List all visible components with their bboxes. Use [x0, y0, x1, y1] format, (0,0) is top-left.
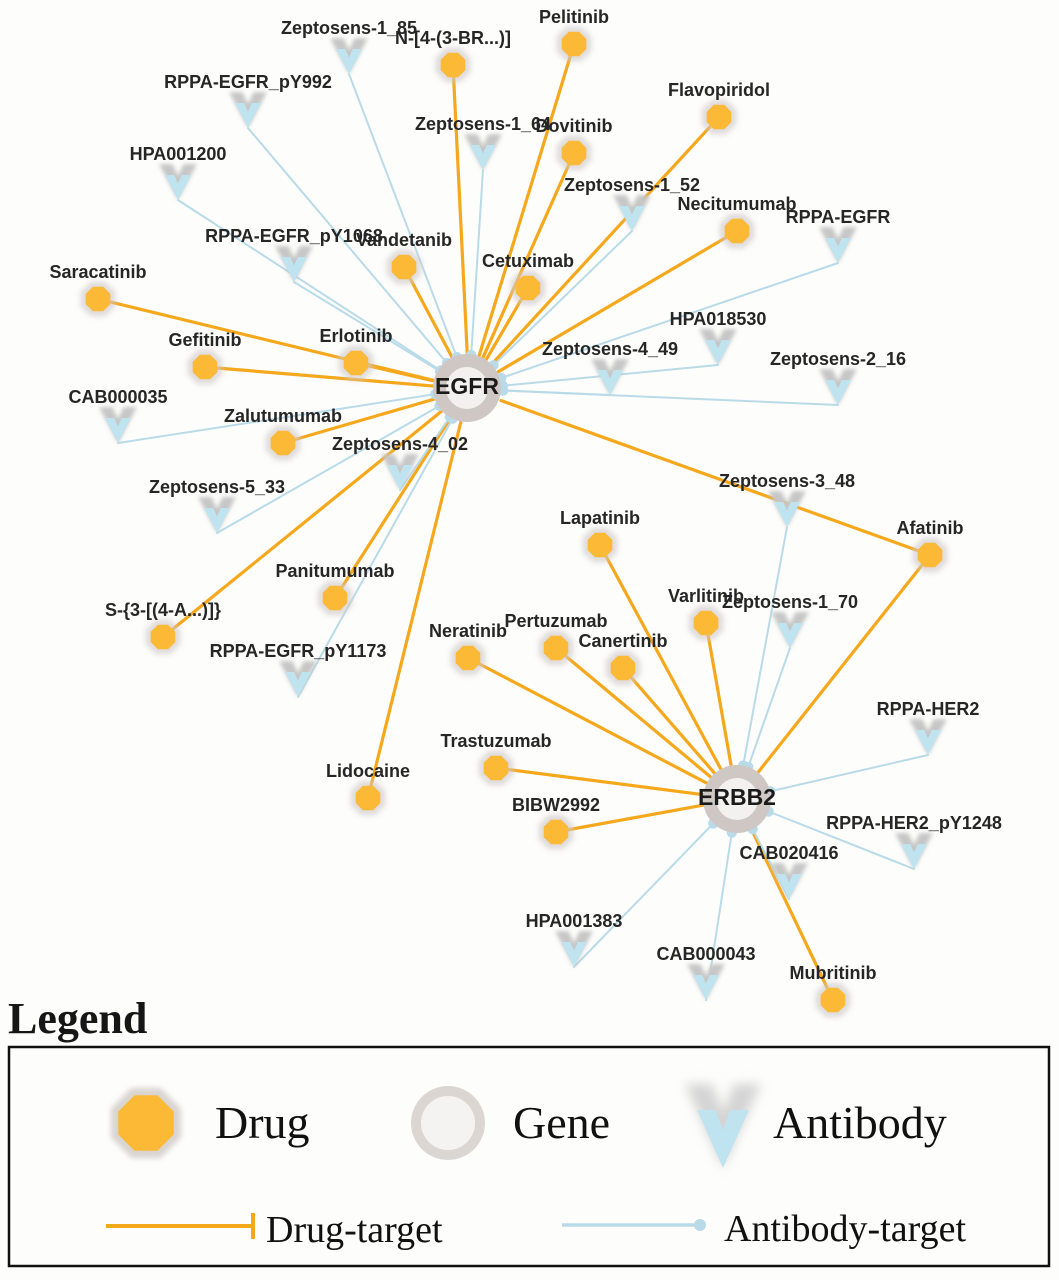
svg-text:CAB020416: CAB020416 — [739, 843, 838, 863]
svg-text:Necitumumab: Necitumumab — [677, 194, 796, 214]
svg-text:ERBB2: ERBB2 — [698, 784, 776, 810]
svg-text:CAB000035: CAB000035 — [68, 387, 167, 407]
svg-text:HPA001383: HPA001383 — [526, 911, 623, 931]
svg-text:Antibody: Antibody — [773, 1097, 947, 1148]
svg-text:Panitumumab: Panitumumab — [275, 561, 394, 581]
svg-text:Saracatinib: Saracatinib — [49, 262, 146, 282]
svg-text:Trastuzumab: Trastuzumab — [440, 731, 551, 751]
svg-text:RPPA-EGFR_pY1173: RPPA-EGFR_pY1173 — [210, 641, 387, 661]
svg-text:RPPA-EGFR_pY1068: RPPA-EGFR_pY1068 — [205, 226, 383, 246]
svg-text:Gene: Gene — [513, 1097, 610, 1148]
svg-text:Canertinib: Canertinib — [578, 631, 667, 651]
svg-text:Lapatinib: Lapatinib — [560, 508, 640, 528]
svg-text:Mubritinib: Mubritinib — [790, 963, 877, 983]
svg-text:Erlotinib: Erlotinib — [320, 326, 393, 346]
svg-text:Lidocaine: Lidocaine — [326, 761, 410, 781]
svg-text:Zeptosens-1_85: Zeptosens-1_85 — [281, 18, 417, 38]
svg-text:CAB000043: CAB000043 — [656, 944, 755, 964]
svg-text:RPPA-EGFR: RPPA-EGFR — [786, 207, 891, 227]
svg-text:Neratinib: Neratinib — [429, 621, 507, 641]
svg-text:Zeptosens-1_70: Zeptosens-1_70 — [722, 592, 858, 612]
svg-text:Zeptosens-1_64: Zeptosens-1_64 — [415, 114, 551, 134]
svg-text:Drug: Drug — [215, 1097, 310, 1148]
svg-text:Cetuximab: Cetuximab — [482, 251, 574, 271]
svg-text:BIBW2992: BIBW2992 — [512, 795, 600, 815]
svg-text:S-{3-[(4-A...)]}: S-{3-[(4-A...)]} — [105, 600, 221, 620]
svg-text:Zeptosens-2_16: Zeptosens-2_16 — [770, 349, 906, 369]
svg-text:Zeptosens-4_02: Zeptosens-4_02 — [332, 434, 468, 454]
svg-text:Antibody-target: Antibody-target — [724, 1208, 966, 1250]
svg-text:RPPA-HER2_pY1248: RPPA-HER2_pY1248 — [826, 813, 1002, 833]
svg-text:EGFR: EGFR — [435, 373, 499, 399]
svg-text:Zeptosens-1_52: Zeptosens-1_52 — [564, 175, 700, 195]
svg-text:Pelitinib: Pelitinib — [539, 7, 609, 27]
svg-text:Afatinib: Afatinib — [897, 518, 964, 538]
svg-text:Flavopiridol: Flavopiridol — [668, 80, 770, 100]
svg-text:Zalutumumab: Zalutumumab — [224, 406, 342, 426]
svg-text:Zeptosens-3_48: Zeptosens-3_48 — [719, 471, 855, 491]
svg-text:Gefitinib: Gefitinib — [169, 330, 242, 350]
svg-text:Pertuzumab: Pertuzumab — [504, 611, 607, 631]
svg-text:HPA018530: HPA018530 — [670, 309, 767, 329]
svg-text:RPPA-HER2: RPPA-HER2 — [877, 699, 980, 719]
svg-text:HPA001200: HPA001200 — [130, 144, 227, 164]
svg-text:Zeptosens-4_49: Zeptosens-4_49 — [542, 339, 678, 359]
svg-text:Zeptosens-5_33: Zeptosens-5_33 — [149, 477, 285, 497]
svg-text:Legend: Legend — [8, 994, 147, 1043]
svg-text:RPPA-EGFR_pY992: RPPA-EGFR_pY992 — [164, 72, 332, 92]
svg-text:Drug-target: Drug-target — [266, 1209, 443, 1251]
